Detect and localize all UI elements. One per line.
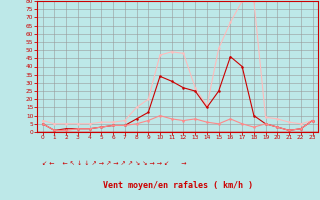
Text: Vent moyen/en rafales ( km/h ): Vent moyen/en rafales ( km/h ) bbox=[103, 180, 252, 190]
Text: ↙ ←    ← ↖ ↓ ↓ ↗ → ↗ → ↗ ↗ ↘ ↘ → → ↙      →: ↙ ← ← ↖ ↓ ↓ ↗ → ↗ → ↗ ↗ ↘ ↘ → → ↙ → bbox=[42, 160, 186, 166]
